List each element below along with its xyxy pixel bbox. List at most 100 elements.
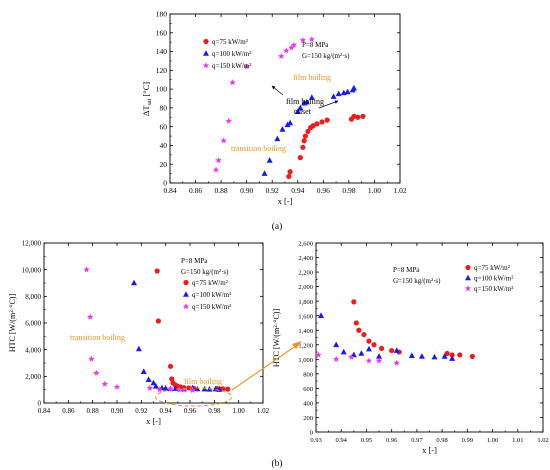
data-point (351, 84, 357, 91)
data-point (361, 331, 367, 338)
x-tick-label: 0.92 (266, 186, 279, 195)
x-tick-label: 0.98 (208, 407, 221, 415)
data-point (229, 79, 236, 86)
y-axis-label: ΔTsat [°C] (141, 82, 153, 116)
condition-flux: G=150 kg/(m²·s) (181, 268, 229, 276)
data-point (156, 386, 163, 393)
data-point (288, 44, 295, 51)
annotation-onset: film boiling (286, 97, 324, 106)
data-point (169, 376, 175, 382)
data-point (220, 386, 226, 392)
data-point (358, 350, 365, 356)
y-tick-label: 1,000 (298, 357, 313, 364)
legend-marker (203, 38, 209, 45)
data-point (449, 355, 456, 361)
legend-label: q=150 kW/m² (192, 303, 231, 311)
data-point (286, 173, 292, 180)
data-point (294, 108, 301, 114)
data-point (378, 345, 385, 352)
data-point (348, 353, 355, 360)
data-point (441, 353, 448, 359)
x-axis-label: x [-] (146, 416, 161, 426)
data-point (113, 383, 121, 390)
plot-frame (169, 13, 401, 184)
data-point (212, 166, 220, 173)
data-point (140, 368, 147, 374)
data-point (220, 137, 227, 144)
data-point (449, 352, 455, 358)
data-point (152, 383, 159, 389)
data-point (302, 133, 309, 139)
y-tick-label: 400 (303, 401, 313, 408)
data-point (356, 327, 362, 333)
x-axis-label: x [-] (422, 445, 437, 455)
zoom-connector (231, 341, 302, 391)
y-tick-label: 80 (160, 103, 168, 112)
data-point (469, 353, 475, 359)
y-tick-label: 120 (156, 66, 168, 75)
annotation-transition: transition boiling (231, 144, 286, 153)
data-point (162, 385, 169, 391)
data-point (353, 320, 359, 326)
condition-flux: G=150 kg/(m²·s) (302, 52, 350, 60)
y-axis-label-main: ΔT (141, 105, 151, 116)
y-tick-label: 160 (156, 28, 168, 37)
y-tick-label: 4,000 (25, 346, 41, 354)
data-point (457, 352, 463, 358)
x-tick-label: 1.02 (393, 186, 406, 195)
data-point (431, 353, 438, 360)
data-point (101, 380, 109, 387)
legend-marker (183, 279, 189, 286)
x-tick-label: 0.94 (160, 407, 173, 415)
y-tick-label: 1,200 (298, 342, 313, 349)
data-point (308, 94, 315, 100)
x-tick-label: 0.88 (87, 407, 100, 415)
chart-a: 0.84 0.86 0.88 0.90 0.92 0.94 0.96 0.98 1.00 1.02… (141, 10, 407, 232)
data-point (284, 121, 291, 128)
data-point (319, 119, 325, 125)
y-tick-label: 200 (303, 415, 313, 422)
x-tick-label: 1.02 (537, 437, 548, 444)
x-tick-label: 1.00 (487, 437, 498, 444)
x-tick-label: 0.84 (38, 407, 51, 415)
y-tick-label: 2,400 (298, 255, 313, 262)
chart-b-right: 0.93 0.94 0.95 0.96 0.97 0.98 0.99 1.00 1.01 1.02… (271, 241, 548, 469)
y-tick-label: 2,200 (298, 270, 313, 277)
data-point (350, 351, 357, 358)
legend-marker (464, 285, 472, 292)
data-point (83, 266, 90, 273)
x-tick-label: 0.96 (184, 407, 197, 415)
x-tick-label: 0.97 (411, 437, 423, 444)
data-point (300, 144, 306, 150)
legend-marker (202, 62, 210, 69)
connector-arrow-head (292, 341, 302, 349)
x-tick-label: 0.88 (215, 186, 228, 195)
data-point (131, 279, 138, 286)
y-tick-label: 100 (156, 85, 168, 94)
data-point (365, 357, 373, 364)
x-tick-label: 0.90 (240, 186, 253, 195)
legend-label: q=150 kW/m² (474, 285, 513, 293)
y-tick-label: 800 (303, 371, 313, 378)
y-tick-label: 2,600 (298, 241, 313, 248)
data-point (344, 88, 351, 95)
data-point (355, 114, 361, 120)
y-tick-label: 180 (156, 10, 168, 19)
data-point (308, 35, 316, 43)
series-star (212, 35, 316, 173)
legend-marker (182, 303, 190, 310)
y-tick-label: 20 (160, 160, 168, 169)
x-tick-label: 1.02 (257, 407, 270, 415)
panel-label-b: (b) (271, 458, 282, 469)
condition-pressure: P=8 MPa (181, 257, 208, 265)
y-tick-label: 12,000 (22, 240, 42, 248)
data-point (287, 119, 294, 126)
data-point (145, 376, 152, 382)
y-tick-label: 0 (38, 400, 42, 408)
legend-marker (465, 274, 471, 281)
x-tick-label: 0.94 (336, 437, 348, 444)
annotation-onset: onset (294, 107, 312, 116)
x-tick-label: 0.90 (111, 407, 124, 415)
legend-marker (183, 291, 189, 297)
